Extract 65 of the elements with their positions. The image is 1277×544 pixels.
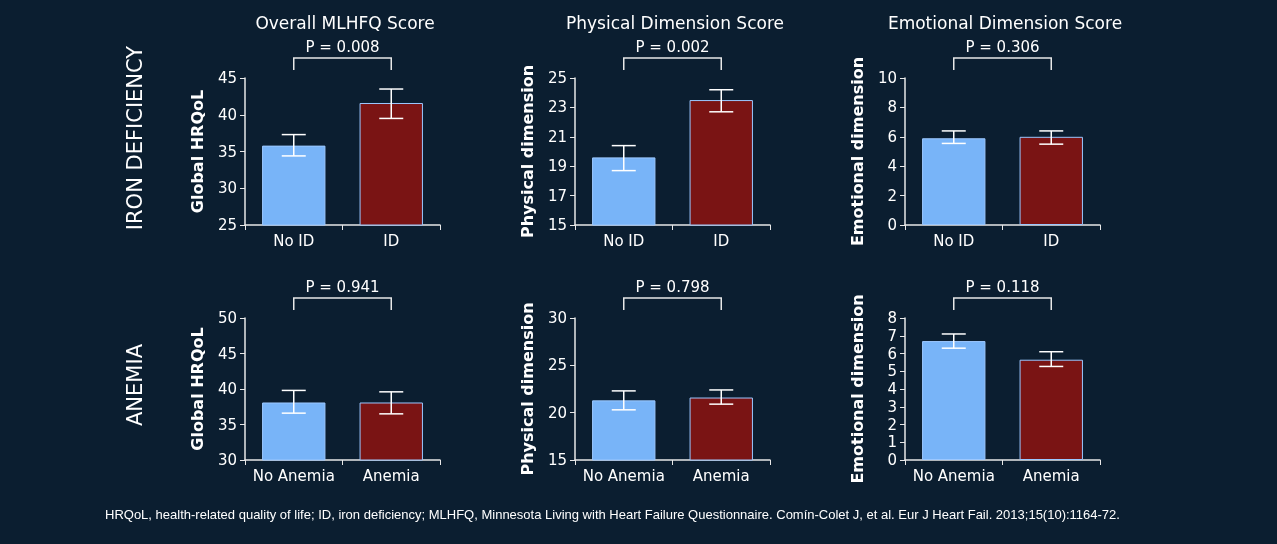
y-axis-title: Physical dimension: [517, 302, 537, 476]
y-axis-title: Emotional dimension: [847, 56, 867, 247]
x-tick-label: No Anemia: [912, 466, 995, 485]
text: P = 0.306: [965, 37, 1040, 56]
y-tick-label: 15: [547, 451, 567, 469]
x-tick-label: No Anemia: [582, 466, 665, 485]
y-tick-label: 17: [547, 186, 567, 205]
x-tick-label: Anemia: [362, 466, 420, 485]
text: P = 0.798: [635, 277, 710, 296]
y-axis-title: Global HRQoL: [187, 89, 207, 214]
x-tick-label: Anemia: [1022, 466, 1080, 485]
chart-title: Physical Dimension Score: [566, 12, 784, 33]
text: HRQoL, health-related quality of life; ID, iron deficiency; MLHFQ, Minnesota Living with Heart Failure Questionnaire. Comín-Colet J, et al. Eur J Heart Fail. 2013;15(10):1164-72.: [105, 507, 1121, 523]
y-tick-label: 25: [547, 69, 567, 87]
text: P = 0.002: [635, 37, 710, 56]
x-tick-label: No ID: [273, 231, 315, 250]
y-tick-label: 5: [887, 362, 897, 381]
x-tick-label: No ID: [603, 231, 645, 250]
y-tick-label: 25: [547, 356, 567, 375]
y-tick-label: 6: [887, 344, 897, 363]
text: P = 0.941: [305, 277, 380, 296]
y-tick-label: 15: [547, 216, 567, 234]
y-tick-label: 0: [887, 216, 897, 234]
text: P = 0.118: [965, 277, 1040, 296]
text: IRON DEFICIENCY: [123, 45, 148, 231]
y-tick-label: 6: [887, 127, 897, 146]
y-tick-label: 1: [887, 433, 897, 452]
y-tick-label: 8: [887, 309, 897, 327]
y-tick-label: 45: [217, 69, 237, 87]
y-tick-label: 21: [547, 127, 567, 146]
y-tick-label: 19: [547, 157, 567, 176]
y-tick-label: 2: [887, 186, 897, 205]
chart-title: Overall MLHFQ Score: [255, 12, 435, 33]
y-tick-label: 40: [217, 380, 237, 398]
y-tick-label: 2: [887, 415, 897, 434]
y-tick-label: 0: [887, 451, 897, 469]
y-tick-label: 4: [887, 157, 897, 176]
y-tick-label: 45: [217, 344, 237, 363]
y-tick-label: 30: [217, 179, 237, 198]
x-tick-label: Anemia: [692, 466, 750, 485]
y-tick-label: 30: [217, 451, 237, 469]
y-tick-label: 35: [217, 142, 237, 161]
y-tick-label: 40: [217, 105, 237, 124]
y-tick-label: 4: [887, 380, 897, 398]
x-tick-label: No ID: [933, 231, 975, 250]
y-tick-label: 25: [217, 216, 237, 234]
x-tick-label: ID: [713, 231, 730, 250]
y-tick-label: 7: [887, 326, 897, 345]
y-tick-label: 23: [547, 98, 567, 117]
y-tick-label: 3: [887, 397, 897, 416]
text: P = 0.008: [305, 37, 380, 56]
x-tick-label: No Anemia: [252, 466, 335, 485]
y-axis-title: Global HRQoL: [187, 327, 207, 451]
x-tick-label: ID: [383, 231, 400, 250]
chart-title: Emotional Dimension Score: [887, 12, 1123, 33]
y-tick-label: 10: [877, 69, 897, 87]
y-tick-label: 50: [217, 309, 237, 327]
y-axis-title: Emotional dimension: [847, 294, 867, 484]
y-axis-title: Physical dimension: [517, 64, 537, 239]
x-tick-label: ID: [1043, 231, 1060, 250]
y-tick-label: 30: [547, 309, 567, 327]
y-tick-label: 8: [887, 98, 897, 117]
text: ANEMIA: [123, 343, 148, 427]
y-tick-label: 20: [547, 403, 567, 422]
y-tick-label: 35: [217, 415, 237, 434]
